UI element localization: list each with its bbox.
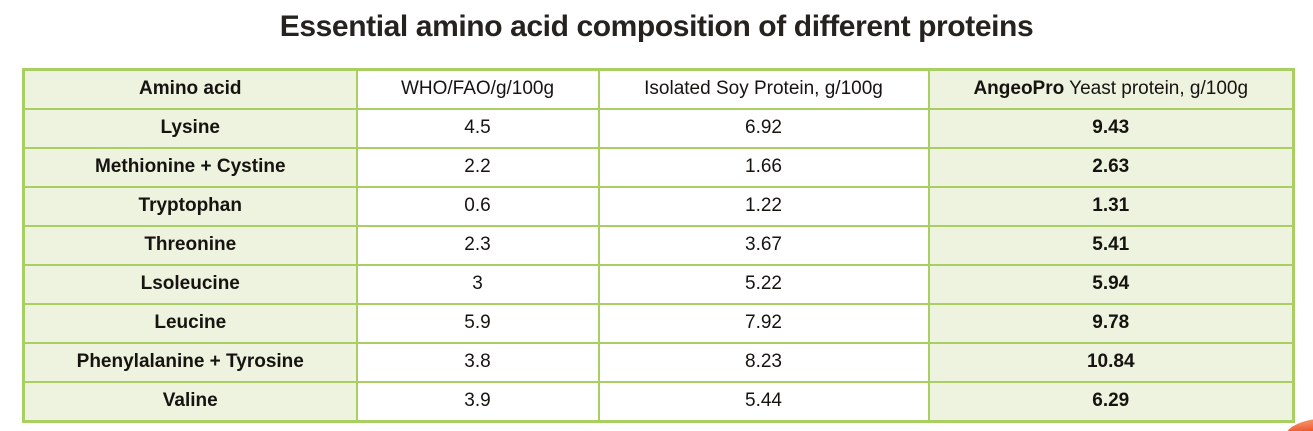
soy-value-cell: 6.92 [597,108,930,149]
amino-acid-name-cell: Methionine + Cystine [22,147,358,188]
table-row: Threonine 2.3 3.67 5.41 [22,225,1295,266]
page-title: Essential amino acid composition of diff… [279,10,1034,43]
column-header-angeopro: AngeoPro Yeast protein, g/100g [927,68,1295,110]
who-fao-value-cell: 2.2 [355,147,600,188]
brand-name: AngeoPro [973,78,1065,100]
table-row: Lysine 4.5 6.92 9.43 [22,108,1295,149]
amino-acid-name-cell: Phenylalanine + Tyrosine [22,342,358,383]
amino-acid-name-cell: Threonine [22,225,358,266]
who-fao-value-cell: 3 [355,264,600,305]
amino-acid-name-cell: Lysine [22,108,358,149]
angeopro-value-cell: 9.43 [927,108,1295,149]
column-header-isolated-soy: Isolated Soy Protein, g/100g [597,68,930,110]
angeopro-value-cell: 5.94 [927,264,1295,305]
soy-value-cell: 8.23 [597,342,930,383]
who-fao-value-cell: 2.3 [355,225,600,266]
column-header-angeopro-rest: Yeast protein, g/100g [1064,78,1249,100]
angeopro-value-cell: 6.29 [927,381,1295,423]
amino-acid-name-cell: Tryptophan [22,186,358,227]
column-header-amino-acid: Amino acid [22,68,358,110]
soy-value-cell: 5.22 [597,264,930,305]
soy-value-cell: 1.22 [597,186,930,227]
who-fao-value-cell: 5.9 [355,303,600,344]
amino-acid-name-cell: Lsoleucine [22,264,358,305]
who-fao-value-cell: 3.8 [355,342,600,383]
angeopro-value-cell: 1.31 [927,186,1295,227]
table-row: Valine 3.9 5.44 6.29 [22,381,1295,423]
amino-acid-composition-table: Amino acid WHO/FAO/g/100g Isolated Soy P… [22,68,1295,423]
soy-value-cell: 5.44 [597,381,930,423]
who-fao-value-cell: 0.6 [355,186,600,227]
angeopro-value-cell: 5.41 [927,225,1295,266]
soy-value-cell: 1.66 [597,147,930,188]
angeopro-value-cell: 9.78 [927,303,1295,344]
table-row: Phenylalanine + Tyrosine 3.8 8.23 10.84 [22,342,1295,383]
table-row: Lsoleucine 3 5.22 5.94 [22,264,1295,305]
soy-value-cell: 3.67 [597,225,930,266]
amino-acid-name-cell: Leucine [22,303,358,344]
amino-acid-name-cell: Valine [22,381,358,423]
table-row: Leucine 5.9 7.92 9.78 [22,303,1295,344]
soy-value-cell: 7.92 [597,303,930,344]
column-header-who-fao: WHO/FAO/g/100g [355,68,600,110]
table-row: Methionine + Cystine 2.2 1.66 2.63 [22,147,1295,188]
angeopro-value-cell: 10.84 [927,342,1295,383]
angeopro-value-cell: 2.63 [927,147,1295,188]
who-fao-value-cell: 3.9 [355,381,600,423]
table-row: Tryptophan 0.6 1.22 1.31 [22,186,1295,227]
table-header-row: Amino acid WHO/FAO/g/100g Isolated Soy P… [22,68,1295,110]
who-fao-value-cell: 4.5 [355,108,600,149]
